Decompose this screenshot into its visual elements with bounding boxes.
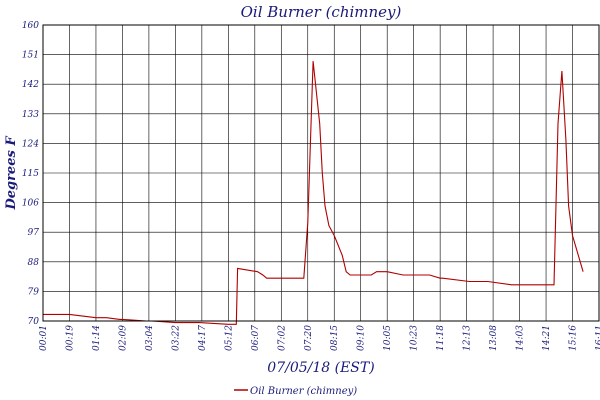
x-tick-label: 06:07 xyxy=(251,325,261,351)
x-tick-label: 02:09 xyxy=(118,325,128,351)
x-tick-label: 14:03 xyxy=(516,325,526,351)
y-tick-label: 88 xyxy=(28,258,40,268)
x-tick-label: 00:19 xyxy=(65,325,75,351)
x-axis-label: 07/05/18 (EST) xyxy=(267,360,374,376)
x-tick-label: 11:18 xyxy=(436,325,446,351)
x-tick-label: 01:14 xyxy=(92,325,102,351)
x-tick-label: 00:01 xyxy=(39,325,49,351)
y-tick-label: 70 xyxy=(28,317,40,327)
x-tick-label: 10:23 xyxy=(410,325,420,351)
y-tick-label: 79 xyxy=(28,287,40,297)
y-tick-label: 106 xyxy=(22,199,39,209)
series-line-oil-burner xyxy=(43,61,584,325)
y-tick-label: 151 xyxy=(22,51,39,61)
plot-frame xyxy=(42,24,600,322)
x-tick-label: 10:05 xyxy=(383,325,393,351)
y-tick-label: 97 xyxy=(28,228,40,238)
x-tick-labels: 00:01 00:19 01:14 02:09 03:04 03:22 04:17 05:12… xyxy=(39,325,600,351)
legend: Oil Burner (chimney) xyxy=(234,386,357,397)
y-axis-label: Degrees F xyxy=(4,136,19,211)
y-tick-label: 115 xyxy=(22,169,39,179)
y-tick-labels: 70 79 88 97 106 115 124 133 142 151 160 xyxy=(22,21,39,327)
x-tick-label: 03:04 xyxy=(145,325,155,351)
x-tick-label: 05:12 xyxy=(224,325,234,351)
x-tick-label: 08:15 xyxy=(330,325,340,351)
x-tick-label: 15:16 xyxy=(569,325,579,351)
x-tick-label: 04:17 xyxy=(198,325,208,351)
x-tick-label: 13:08 xyxy=(489,325,499,351)
x-tick-label: 12:13 xyxy=(463,325,473,351)
x-tick-label: 07:20 xyxy=(304,325,314,351)
x-tick-label: 14:21 xyxy=(542,325,552,351)
y-tick-label: 160 xyxy=(22,21,39,31)
chart-title: Oil Burner (chimney) xyxy=(241,3,402,21)
legend-label: Oil Burner (chimney) xyxy=(250,386,357,397)
x-tick-label: 16:11 xyxy=(595,325,600,351)
y-tick-label: 133 xyxy=(22,110,39,120)
grid-lines xyxy=(42,24,600,322)
y-tick-label: 142 xyxy=(22,80,39,90)
x-tick-label: 03:22 xyxy=(171,325,181,351)
x-tick-label: 09:10 xyxy=(357,325,367,351)
x-tick-label: 07:02 xyxy=(277,325,287,351)
y-tick-label: 124 xyxy=(22,139,39,149)
